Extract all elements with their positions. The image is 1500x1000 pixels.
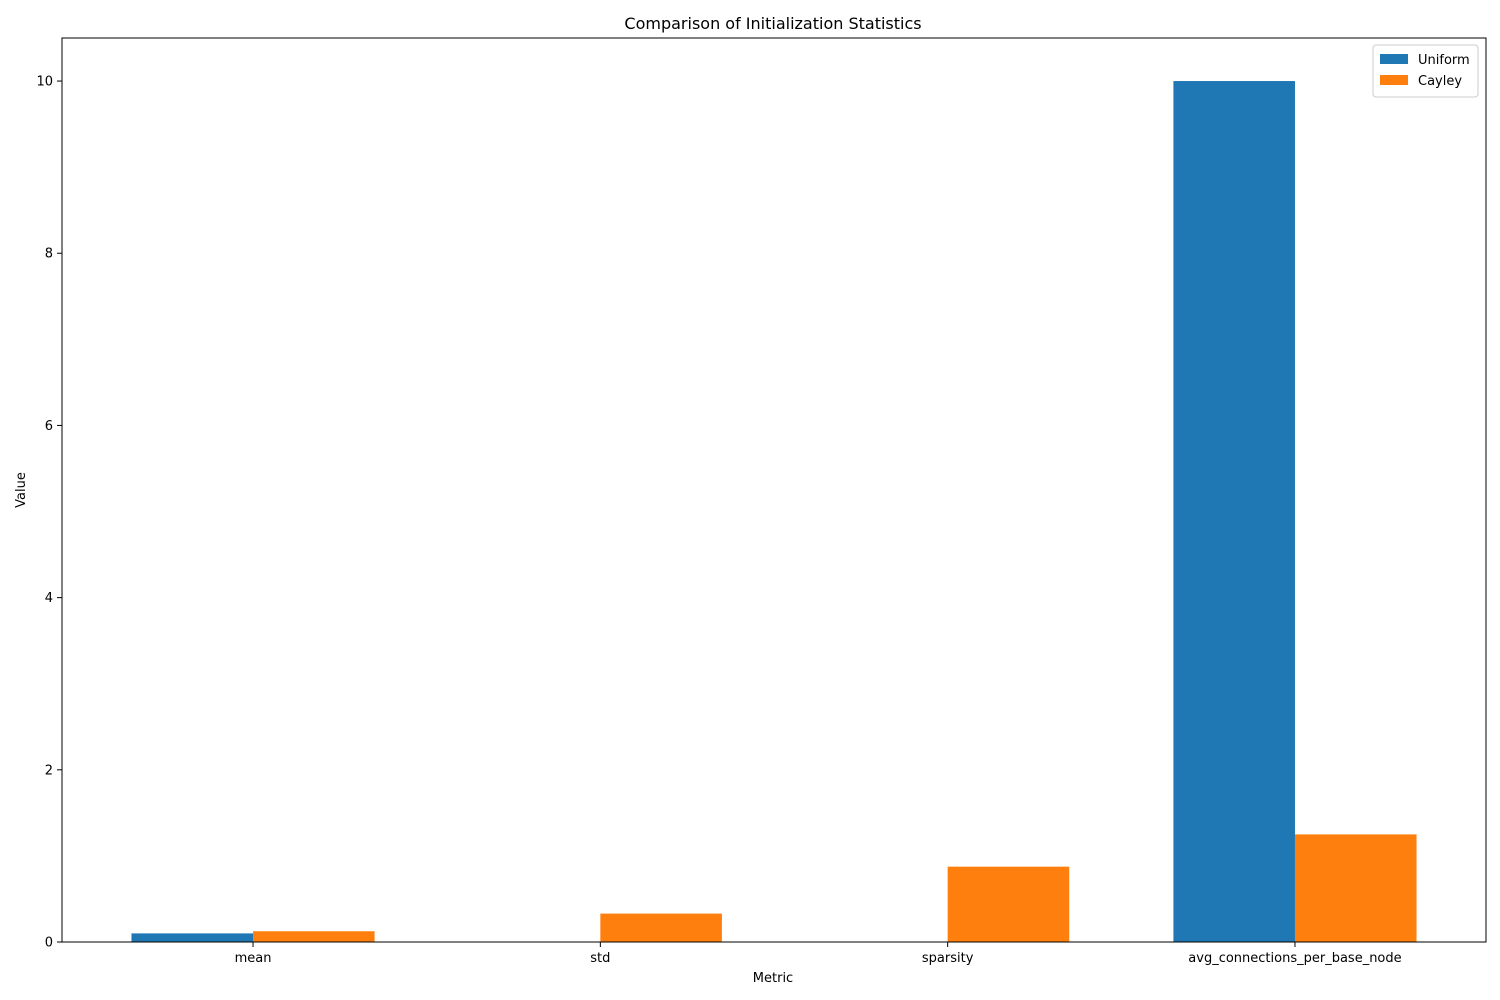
x-tick-label: sparsity [922,951,974,966]
y-axis-ticks: 0 2 4 6 8 10 [36,75,62,951]
legend-label-cayley: Cayley [1418,74,1462,89]
legend: Uniform Cayley [1372,44,1479,98]
bar-cayley-mean [253,931,375,942]
legend-swatch-uniform [1380,54,1408,64]
legend-label-uniform: Uniform [1418,53,1470,68]
bar-uniform-avg_connections_per_base_node [1173,81,1295,943]
x-axis-ticks: mean std sparsity avg_connections_per_base_… [235,942,1402,966]
bar-uniform-mean [131,933,254,942]
bar-cayley-std [600,913,722,942]
y-tick-label: 0 [45,936,53,951]
y-tick-label: 4 [45,591,53,606]
x-tick-label: std [590,951,610,966]
x-tick-label: mean [235,951,272,966]
bars-group [131,81,1417,943]
bar-cayley-sparsity [947,866,1070,942]
legend-swatch-cayley [1380,75,1408,85]
y-tick-label: 8 [45,247,53,262]
y-axis-label: Value [14,472,29,508]
bar-cayley-avg_connections_per_base_node [1294,834,1417,942]
chart-title: Comparison of Initialization Statistics [624,14,921,33]
y-tick-label: 2 [45,763,53,778]
y-tick-label: 6 [45,419,53,434]
x-axis-label: Metric [753,971,793,986]
y-tick-label: 10 [36,75,53,90]
plot-frame [61,37,1487,943]
x-tick-label: avg_connections_per_base_node [1188,951,1401,966]
